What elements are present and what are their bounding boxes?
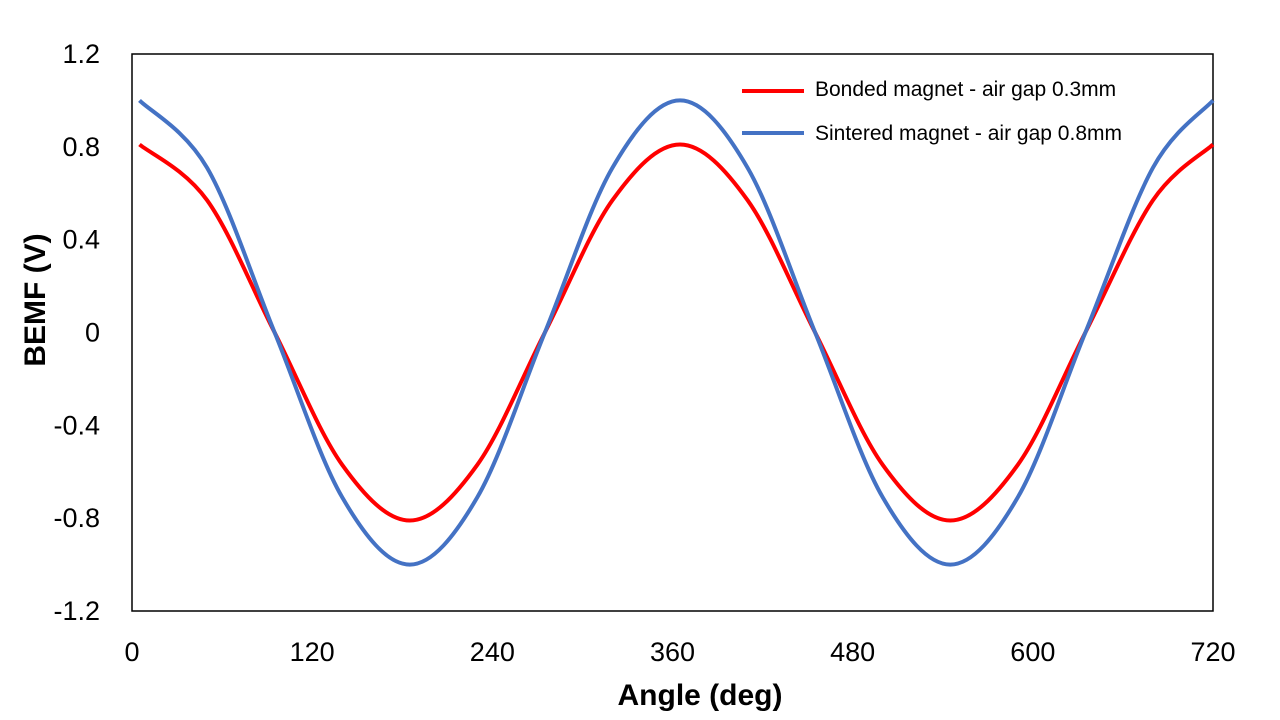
series-lines	[138, 98, 1215, 567]
x-tick-label: 240	[470, 637, 515, 667]
y-tick-label: 0.4	[62, 225, 100, 255]
series-line-sintered-magnet	[138, 98, 1215, 567]
plot-area-frame	[131, 53, 1214, 612]
y-tick-label: 1.2	[62, 39, 100, 69]
x-axis-title: Angle (deg)	[618, 679, 783, 712]
x-tick-label: 0	[124, 637, 139, 667]
x-tick-label: 360	[650, 637, 695, 667]
y-tick-label: 0.8	[62, 132, 100, 162]
y-tick-label: -1.2	[53, 596, 100, 626]
legend-label-bonded: Bonded magnet - air gap 0.3mm	[815, 78, 1116, 101]
legend: Bonded magnet - air gap 0.3mm Sintered m…	[742, 78, 1122, 145]
y-tick-label: -0.4	[53, 410, 100, 440]
x-tick-labels: 0 120 240 360 480 600 720	[124, 637, 1235, 667]
x-tick-label: 120	[290, 637, 335, 667]
x-tick-label: 600	[1010, 637, 1055, 667]
series-line-bonded-magnet	[138, 142, 1215, 523]
x-tick-label: 480	[830, 637, 875, 667]
legend-label-sintered: Sintered magnet - air gap 0.8mm	[815, 122, 1122, 145]
x-tick-label: 720	[1190, 637, 1235, 667]
y-axis-title: BEMF (V)	[19, 233, 52, 366]
y-tick-label: 0	[85, 318, 100, 348]
y-tick-label: -0.8	[53, 503, 100, 533]
y-tick-labels: -1.2 -0.8 -0.4 0 0.4 0.8 1.2	[53, 39, 100, 626]
